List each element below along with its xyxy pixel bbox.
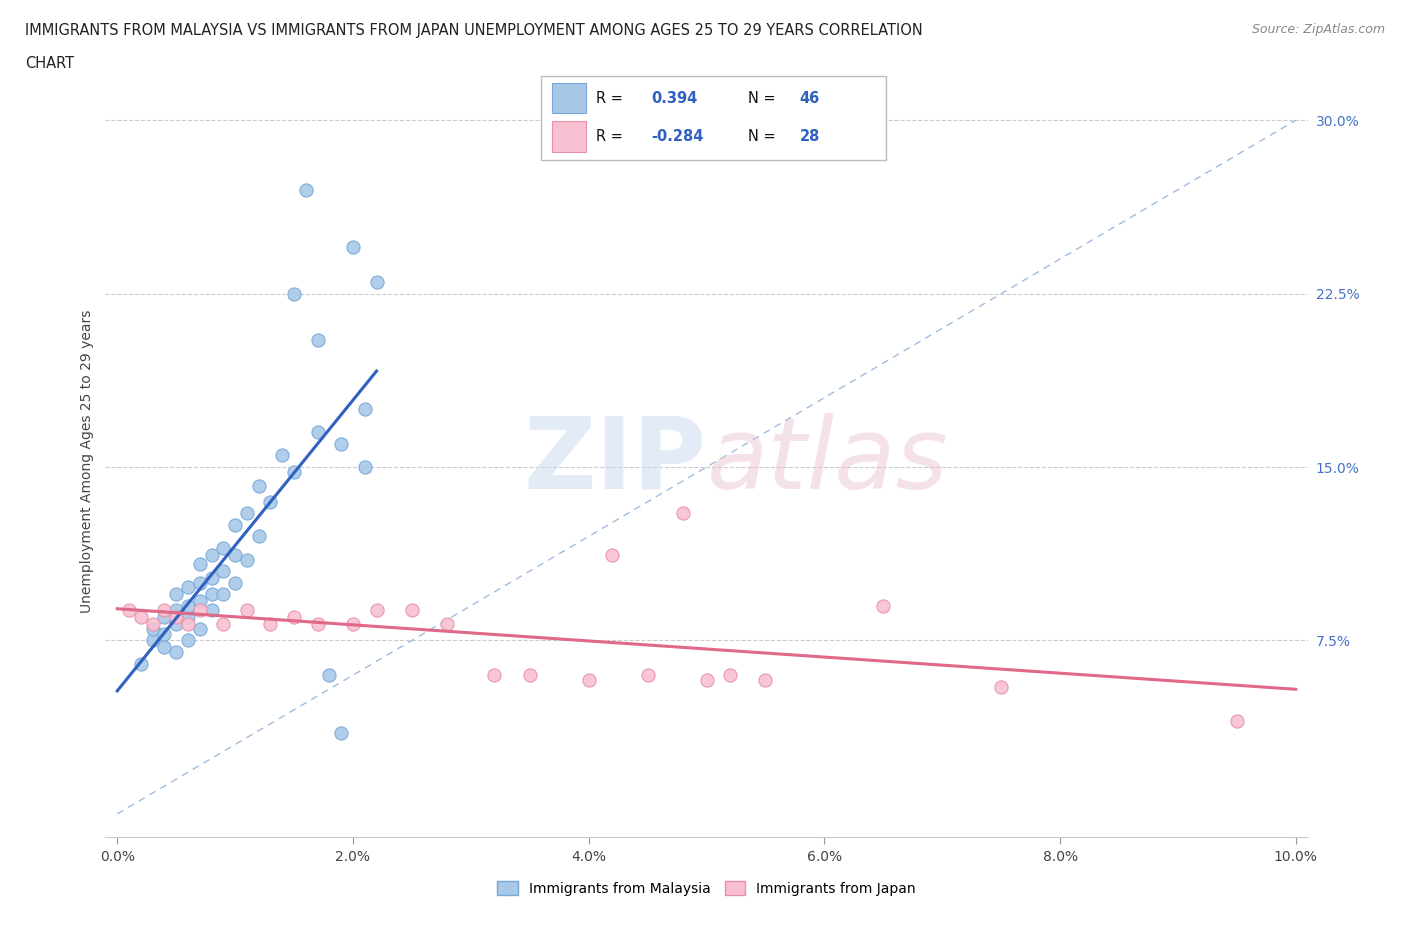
- Point: [259, 617, 281, 631]
- Point: [188, 557, 211, 572]
- Point: [519, 668, 541, 683]
- Point: [188, 593, 211, 608]
- Point: [247, 478, 270, 493]
- Point: [259, 495, 281, 510]
- Point: [212, 617, 235, 631]
- Point: [366, 274, 388, 289]
- Point: [1226, 714, 1249, 729]
- Point: [236, 506, 259, 521]
- Point: [177, 633, 200, 648]
- Point: [484, 668, 506, 683]
- Point: [342, 240, 364, 255]
- Point: [294, 182, 316, 197]
- Point: [236, 603, 259, 618]
- Text: CHART: CHART: [25, 56, 75, 71]
- Point: [200, 587, 222, 602]
- Point: [224, 576, 246, 591]
- Text: atlas: atlas: [707, 413, 948, 510]
- Point: [283, 610, 305, 625]
- Point: [165, 603, 187, 618]
- Text: -0.284: -0.284: [651, 129, 704, 144]
- FancyBboxPatch shape: [551, 83, 586, 113]
- Legend: Immigrants from Malaysia, Immigrants from Japan: Immigrants from Malaysia, Immigrants fro…: [491, 875, 922, 901]
- Point: [247, 529, 270, 544]
- Point: [165, 617, 187, 631]
- Point: [177, 598, 200, 613]
- Point: [271, 448, 294, 463]
- Point: [188, 621, 211, 636]
- Point: [318, 668, 340, 683]
- Text: R =: R =: [596, 129, 628, 144]
- Point: [353, 459, 375, 474]
- Point: [200, 571, 222, 586]
- Text: R =: R =: [596, 90, 628, 105]
- Point: [165, 610, 187, 625]
- Point: [236, 552, 259, 567]
- Point: [353, 402, 375, 417]
- Point: [142, 617, 165, 631]
- Text: Source: ZipAtlas.com: Source: ZipAtlas.com: [1251, 23, 1385, 36]
- Point: [307, 425, 329, 440]
- Text: 46: 46: [800, 90, 820, 105]
- Point: [188, 603, 211, 618]
- Point: [165, 644, 187, 659]
- Point: [224, 517, 246, 532]
- Point: [637, 668, 659, 683]
- Point: [212, 587, 235, 602]
- Point: [200, 548, 222, 563]
- Point: [188, 576, 211, 591]
- Point: [177, 610, 200, 625]
- Point: [142, 633, 165, 648]
- Point: [283, 464, 305, 479]
- FancyBboxPatch shape: [541, 76, 886, 160]
- Point: [129, 657, 152, 671]
- Text: 28: 28: [800, 129, 820, 144]
- Point: [672, 506, 695, 521]
- Point: [872, 598, 894, 613]
- Text: IMMIGRANTS FROM MALAYSIA VS IMMIGRANTS FROM JAPAN UNEMPLOYMENT AMONG AGES 25 TO : IMMIGRANTS FROM MALAYSIA VS IMMIGRANTS F…: [25, 23, 924, 38]
- Point: [330, 436, 353, 451]
- Point: [165, 587, 187, 602]
- Y-axis label: Unemployment Among Ages 25 to 29 years: Unemployment Among Ages 25 to 29 years: [80, 310, 94, 613]
- Point: [153, 640, 176, 655]
- Point: [212, 564, 235, 578]
- Point: [212, 540, 235, 555]
- FancyBboxPatch shape: [551, 122, 586, 152]
- Point: [695, 672, 717, 687]
- Point: [153, 610, 176, 625]
- Point: [177, 617, 200, 631]
- Point: [307, 332, 329, 347]
- Point: [224, 548, 246, 563]
- Point: [153, 603, 176, 618]
- Text: N =: N =: [748, 129, 780, 144]
- Point: [342, 617, 364, 631]
- Point: [718, 668, 741, 683]
- Point: [401, 603, 423, 618]
- Point: [283, 286, 305, 301]
- Point: [366, 603, 388, 618]
- Point: [307, 617, 329, 631]
- Text: ZIP: ZIP: [523, 413, 707, 510]
- Point: [578, 672, 600, 687]
- Text: N =: N =: [748, 90, 780, 105]
- Point: [142, 621, 165, 636]
- Text: 0.394: 0.394: [651, 90, 697, 105]
- Point: [200, 603, 222, 618]
- Point: [118, 603, 141, 618]
- Point: [330, 725, 353, 740]
- Point: [436, 617, 458, 631]
- Point: [177, 579, 200, 594]
- Point: [153, 626, 176, 641]
- Point: [990, 679, 1012, 694]
- Point: [600, 548, 623, 563]
- Point: [754, 672, 776, 687]
- Point: [129, 610, 152, 625]
